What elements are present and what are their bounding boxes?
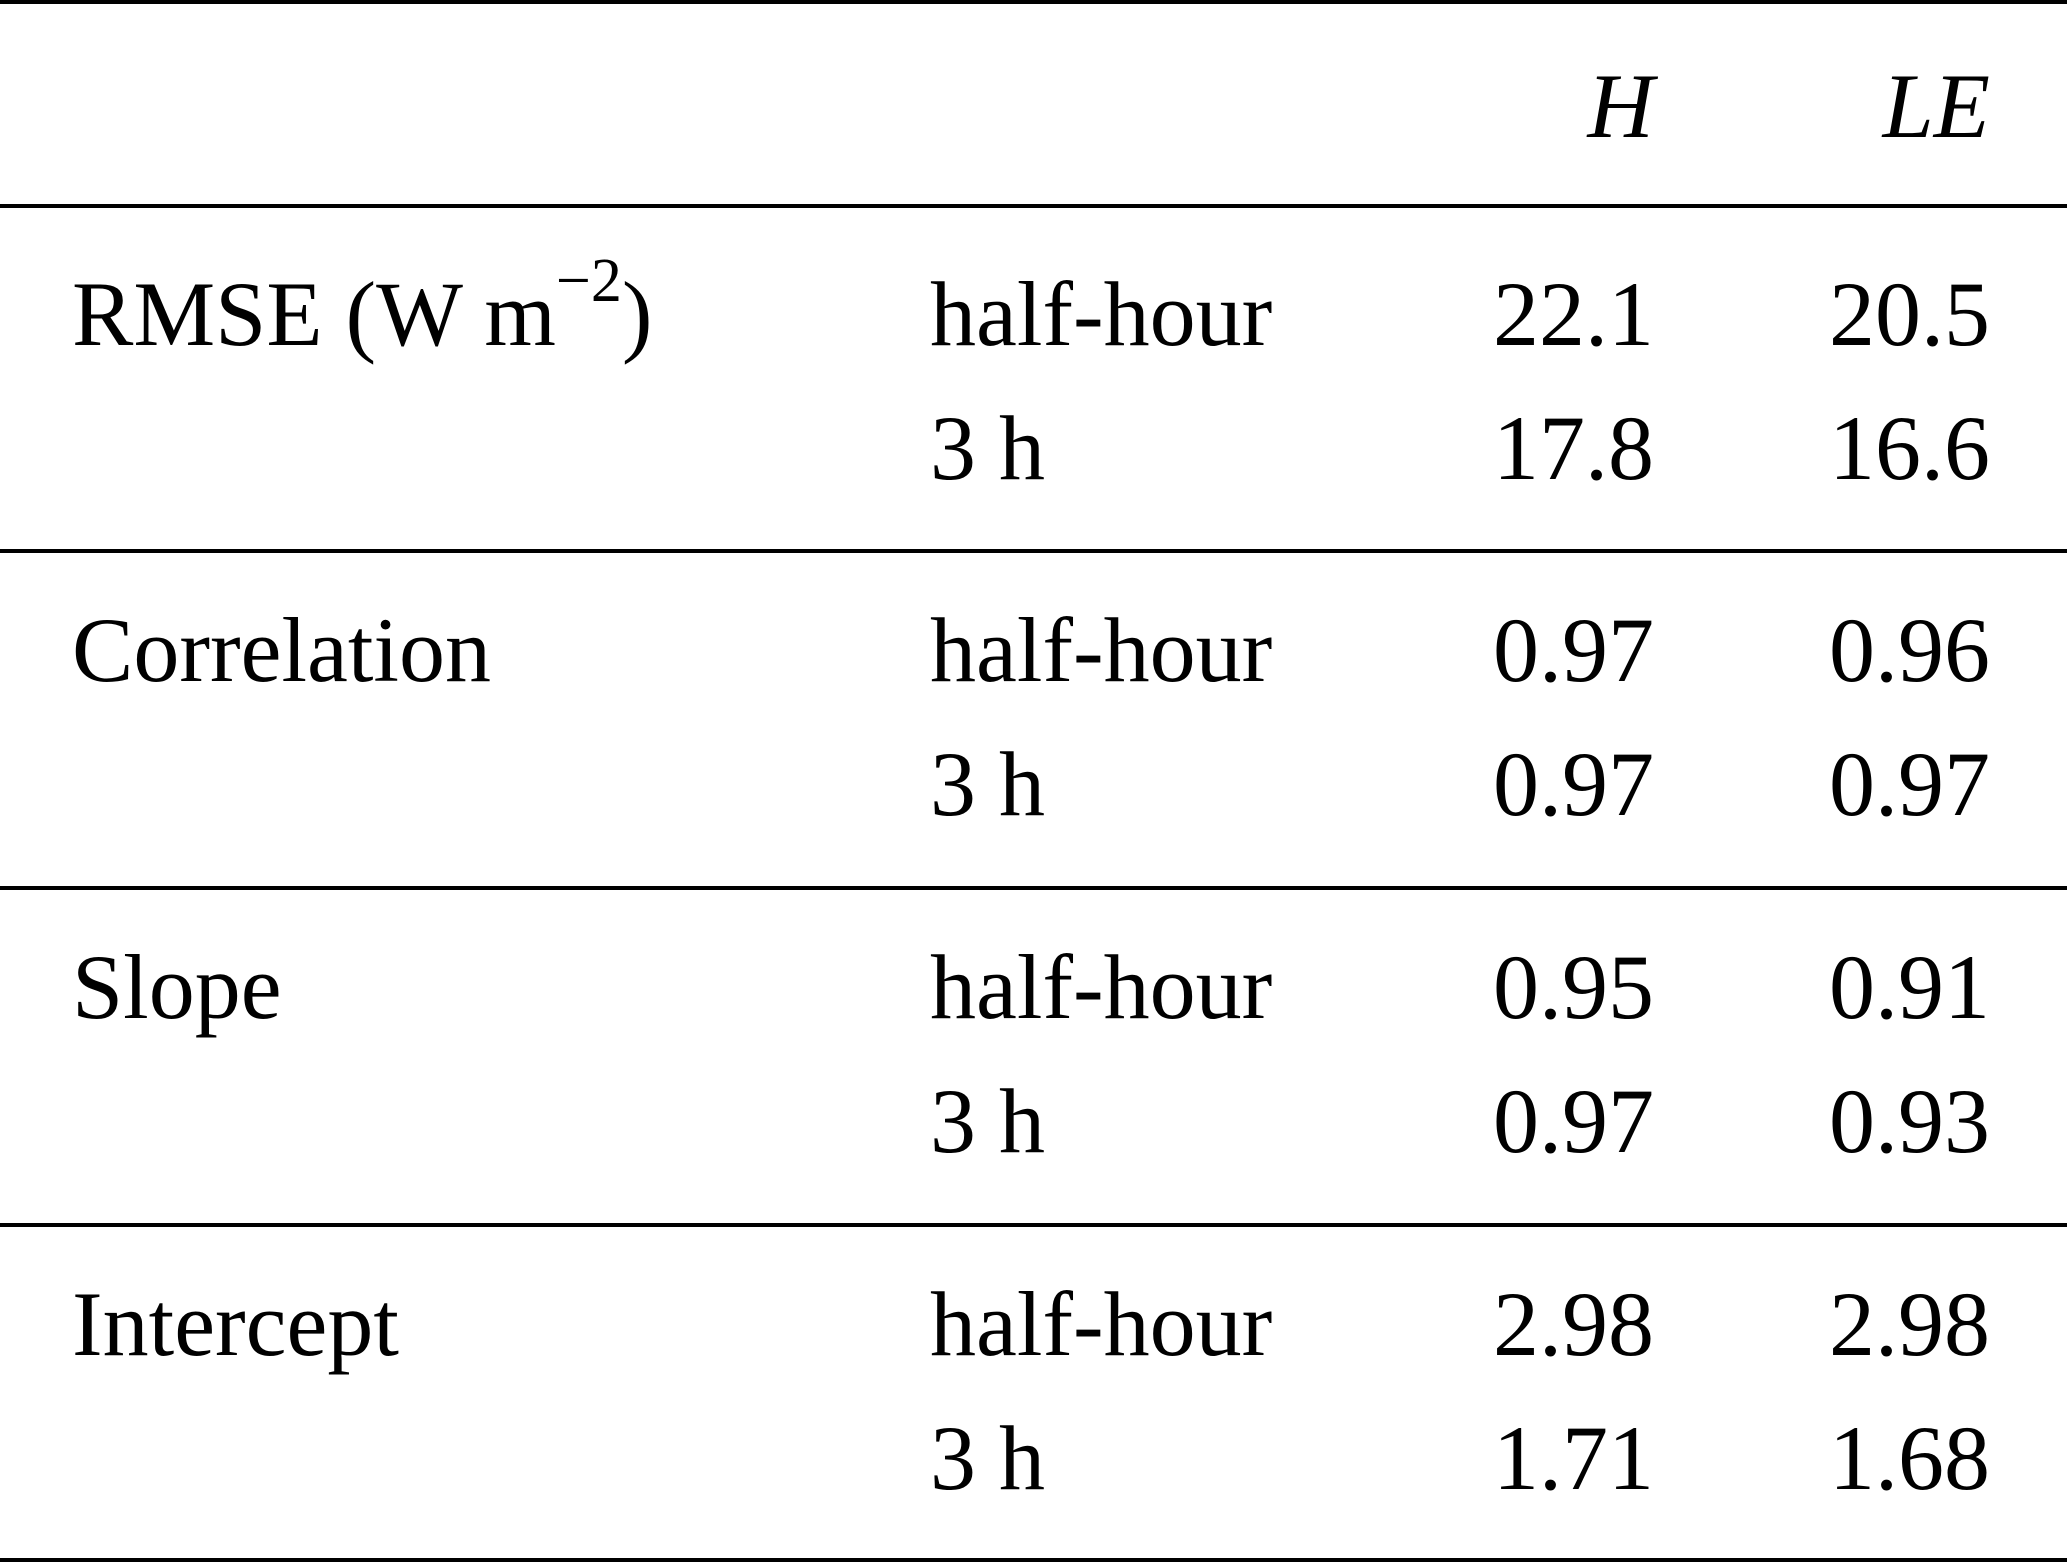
group-divider: [0, 1223, 2067, 1227]
period-label: 3 h: [930, 733, 1045, 835]
value-h: 22.1: [1493, 263, 1654, 365]
period-label: 3 h: [930, 1070, 1045, 1172]
period-label: half-hour: [930, 599, 1273, 701]
period-label: half-hour: [930, 263, 1273, 365]
value-le: 20.5: [1829, 263, 1990, 365]
value-le: 2.98: [1829, 1273, 1990, 1375]
value-le: 16.6: [1829, 397, 1990, 499]
group-divider: [0, 549, 2067, 553]
bottom-rule: [0, 1558, 2067, 1562]
header-rule: [0, 204, 2067, 208]
value-le: 0.97: [1829, 733, 1990, 835]
value-h: 0.95: [1493, 936, 1654, 1038]
value-le: 1.68: [1829, 1407, 1990, 1509]
unit-exponent: −2: [555, 247, 622, 315]
value-le: 0.93: [1829, 1070, 1990, 1172]
value-h: 0.97: [1493, 599, 1654, 701]
period-label: 3 h: [930, 397, 1045, 499]
metric-label-close: ): [621, 263, 653, 365]
top-rule: [0, 0, 2067, 4]
metric-label-correlation: Correlation: [72, 599, 491, 701]
metric-label-text: RMSE (W m: [72, 263, 556, 365]
column-header-h: H: [1587, 55, 1654, 157]
metric-label-rmse: RMSE (W m−2): [72, 250, 653, 360]
value-le: 0.96: [1829, 599, 1990, 701]
value-h: 2.98: [1493, 1273, 1654, 1375]
period-label: half-hour: [930, 1273, 1273, 1375]
metric-label-intercept: Intercept: [72, 1273, 399, 1375]
value-h: 1.71: [1493, 1407, 1654, 1509]
column-header-le: LE: [1882, 55, 1990, 157]
value-h: 0.97: [1493, 733, 1654, 835]
value-le: 0.91: [1829, 936, 1990, 1038]
period-label: 3 h: [930, 1407, 1045, 1509]
group-divider: [0, 886, 2067, 890]
value-h: 17.8: [1493, 397, 1654, 499]
period-label: half-hour: [930, 936, 1273, 1038]
value-h: 0.97: [1493, 1070, 1654, 1172]
metric-label-slope: Slope: [72, 936, 282, 1038]
